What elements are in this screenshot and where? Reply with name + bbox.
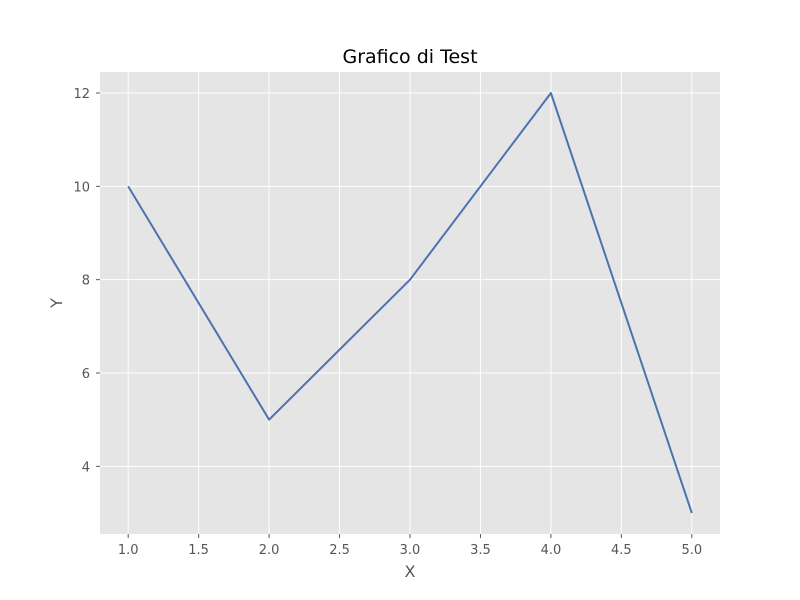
y-tick-label: 8 bbox=[82, 274, 90, 289]
x-tick-label: 1.0 bbox=[118, 543, 139, 558]
x-tick-label: 2.5 bbox=[329, 543, 350, 558]
y-tick-label: 4 bbox=[82, 460, 90, 475]
x-tick-label: 2.0 bbox=[259, 543, 280, 558]
y-tick-label: 6 bbox=[82, 367, 90, 382]
x-tick-label: 3.0 bbox=[400, 543, 421, 558]
x-axis-ticks: 1.0 1.5 2.0 2.5 3.0 3.5 4.0 4.5 5.0 bbox=[118, 534, 702, 558]
y-gridlines bbox=[100, 92, 720, 467]
series-line bbox=[127, 92, 693, 514]
y-axis-ticks: 4 6 8 10 12 bbox=[73, 87, 100, 475]
x-tick-label: 4.0 bbox=[541, 543, 562, 558]
y-tick-label: 12 bbox=[73, 87, 90, 102]
y-tick-label: 10 bbox=[73, 180, 90, 195]
x-tick-label: 5.0 bbox=[681, 543, 702, 558]
series-group bbox=[127, 92, 693, 514]
x-tick-label: 1.5 bbox=[188, 543, 209, 558]
y-axis-label: Y bbox=[47, 298, 66, 309]
chart-title: Grafico di Test bbox=[342, 46, 477, 68]
x-axis-label: X bbox=[405, 562, 416, 581]
x-tick-label: 3.5 bbox=[470, 543, 491, 558]
x-tick-label: 4.5 bbox=[611, 543, 632, 558]
